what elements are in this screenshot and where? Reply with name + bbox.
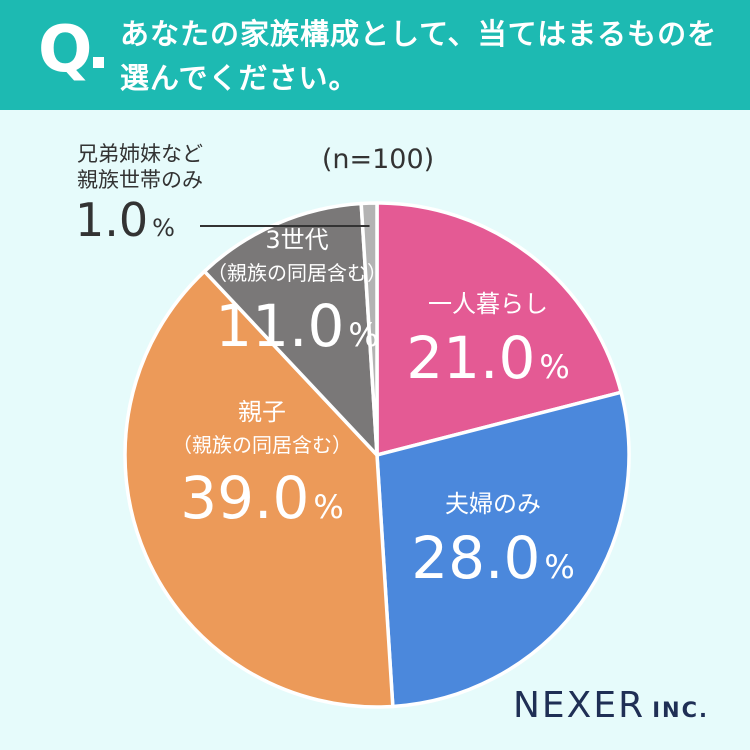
- question-text: あなたの家族構成として、当てはまるものを選んでください。: [120, 17, 718, 95]
- slice-value-number: 21.0: [406, 324, 535, 392]
- slice-label: 親子 （親族の同居含む） 39.0%: [172, 398, 352, 532]
- pie-slice: [123, 269, 395, 709]
- slice-value-number: 1.0: [75, 193, 148, 247]
- sample-size-label: (n=100): [322, 144, 434, 175]
- pie-slices: [123, 201, 631, 709]
- slice-name-line: （親族の同居含む）: [172, 433, 352, 457]
- slice-name-line: 一人暮らし: [428, 290, 548, 318]
- slice-name-line: 兄弟姉妹など: [77, 142, 203, 166]
- slice-name-line: 親族世帯のみ: [77, 168, 203, 192]
- q-dot: [93, 57, 104, 68]
- nexer-logo: NEXER INC.: [513, 685, 709, 726]
- pie-slice: [375, 201, 623, 457]
- slice-name-line: 3世代: [265, 226, 328, 254]
- slice-label: 一人暮らし 21.0%: [406, 290, 570, 392]
- slice-value-number: 28.0: [411, 524, 540, 592]
- slice-name-line: （親族の同居含む）: [207, 261, 387, 285]
- slice-value: 21.0%: [406, 324, 570, 392]
- slice-name-line: 親子: [238, 398, 286, 426]
- slice-value: 11.0%: [215, 292, 379, 360]
- slice-label: 夫婦のみ 28.0%: [411, 490, 575, 592]
- slice-value-unit: %: [348, 316, 378, 354]
- pie-labels: 一人暮らし 21.0 % 夫婦のみ 28.0 % 親子 （親族の同居含む） 39.0 % 3世代 （親…: [172, 226, 575, 592]
- slice-value-unit: %: [544, 548, 574, 586]
- slice-value: 39.0%: [180, 464, 344, 532]
- slice-value-unit: %: [152, 214, 175, 242]
- logo-sub-text: INC.: [652, 698, 709, 722]
- slice-value-unit: %: [539, 348, 569, 386]
- slice-value-number: 11.0: [215, 292, 344, 360]
- slice-label: 3世代 （親族の同居含む） 11.0%: [207, 226, 387, 360]
- slice-name-line: 夫婦のみ: [445, 490, 541, 518]
- slice-value: 28.0%: [411, 524, 575, 592]
- slice-value: 1.0%: [75, 193, 175, 247]
- pie-slice: [359, 201, 379, 457]
- question-header: Q あなたの家族構成として、当てはまるものを選んでください。: [0, 0, 750, 110]
- q-mark: Q: [38, 13, 93, 87]
- slice-value-number: 39.0: [180, 464, 309, 532]
- logo-main-text: NEXER: [513, 685, 646, 726]
- slice-value-unit: %: [313, 488, 343, 526]
- pie-slice: [202, 201, 379, 457]
- pie-slice: [375, 390, 631, 709]
